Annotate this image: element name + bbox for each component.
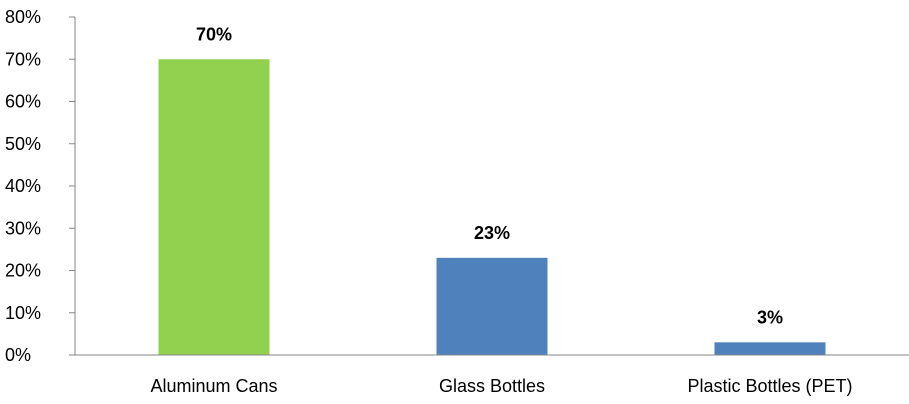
y-tick-label: 10% — [5, 303, 41, 323]
data-label: 3% — [757, 307, 783, 327]
x-axis: Aluminum Cans Glass Bottles Plastic Bottle… — [150, 376, 852, 396]
bars — [158, 59, 826, 355]
data-label: 70% — [196, 24, 232, 44]
x-tick-label: Plastic Bottles (PET) — [687, 376, 852, 396]
x-tick-label: Aluminum Cans — [150, 376, 277, 396]
data-labels: 70% 23% 3% — [196, 24, 783, 327]
bar — [714, 342, 826, 355]
y-tick-label: 20% — [5, 261, 41, 281]
y-tick-label: 0% — [5, 345, 31, 365]
y-axis: 0% 10% 20% 30% 40% 50% 60% 70% 80% — [5, 7, 75, 365]
bar — [158, 59, 270, 355]
y-tick-label: 40% — [5, 176, 41, 196]
y-tick-label: 50% — [5, 134, 41, 154]
y-tick-label: 30% — [5, 218, 41, 238]
bar — [436, 257, 548, 355]
data-label: 23% — [474, 223, 510, 243]
x-tick-label: Glass Bottles — [439, 376, 545, 396]
y-tick-label: 80% — [5, 7, 41, 27]
y-tick-label: 60% — [5, 92, 41, 112]
y-tick-label: 70% — [5, 49, 41, 69]
